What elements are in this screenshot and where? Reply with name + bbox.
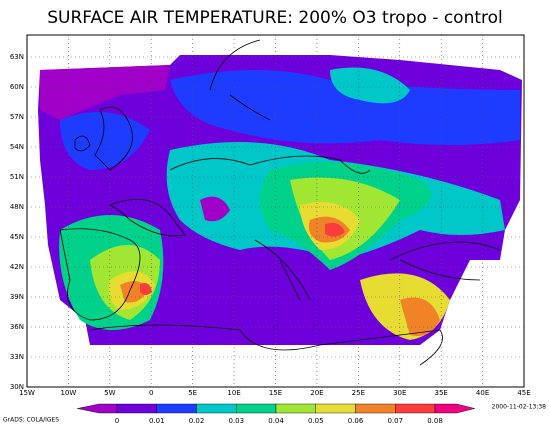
colorbar-label: 0.04 [268,417,284,425]
lon-tick-label: 35E [434,389,447,397]
colorbar-cell [275,403,316,414]
colorbar-label: 0.01 [149,417,165,425]
colorbar-cell [77,403,118,414]
field [38,55,522,345]
lat-tick-label: 45N [10,233,24,241]
lat-tick-label: 54N [10,143,24,151]
lat-tick-label: 33N [10,353,24,361]
colorbar-cell [395,403,436,414]
lon-tick-label: 15W [19,389,35,397]
colorbar-cell [156,403,197,414]
lon-tick-label: 20E [310,389,323,397]
lat-tick-label: 60N [10,83,24,91]
colorbar-label: 0.07 [387,417,403,425]
colorbar-cell [236,403,277,414]
colorbar-label: 0.02 [189,417,205,425]
coastlines [59,39,501,366]
colorbar-label: 0.05 [308,417,324,425]
lon-tick-label: 5W [104,389,115,397]
title: SURFACE AIR TEMPERATURE: 200% O3 tropo -… [47,8,503,28]
lat-tick-label: 48N [10,203,24,211]
lon-tick-label: 15E [269,389,282,397]
colorbar-cell [196,403,237,414]
colorbar-cell [355,403,396,414]
colorbar-label: 0.03 [228,417,244,425]
footer-right: 2000-11-02-13:38 [492,404,547,411]
lat-tick-label: 42N [10,263,24,271]
colorbar-cell [434,403,475,414]
lon-tick-label: 30E [393,389,406,397]
lat-tick-label: 30N [10,383,24,391]
footer-left: GrADS: COLA/IGES [3,417,59,424]
lat-tick-label: 63N [10,53,24,61]
lat-tick-label: 36N [10,323,24,331]
colorbar-label: 0 [115,417,119,425]
lon-tick-label: 45E [517,389,530,397]
lat-tick-label: 51N [10,173,24,181]
lon-tick-label: 0 [149,389,153,397]
lon-tick-label: 5E [188,389,197,397]
lon-tick-label: 25E [352,389,365,397]
lon-tick-label: 10W [60,389,76,397]
lon-tick-label: 10E [227,389,240,397]
colorbar-cell [315,403,356,414]
colorbar-label: 0.08 [427,417,443,425]
colorbar-cell [116,403,157,414]
lat-tick-label: 57N [10,113,24,121]
colorbar-label: 0.06 [348,417,364,425]
lat-tick-label: 39N [10,293,24,301]
lon-tick-label: 40E [476,389,489,397]
